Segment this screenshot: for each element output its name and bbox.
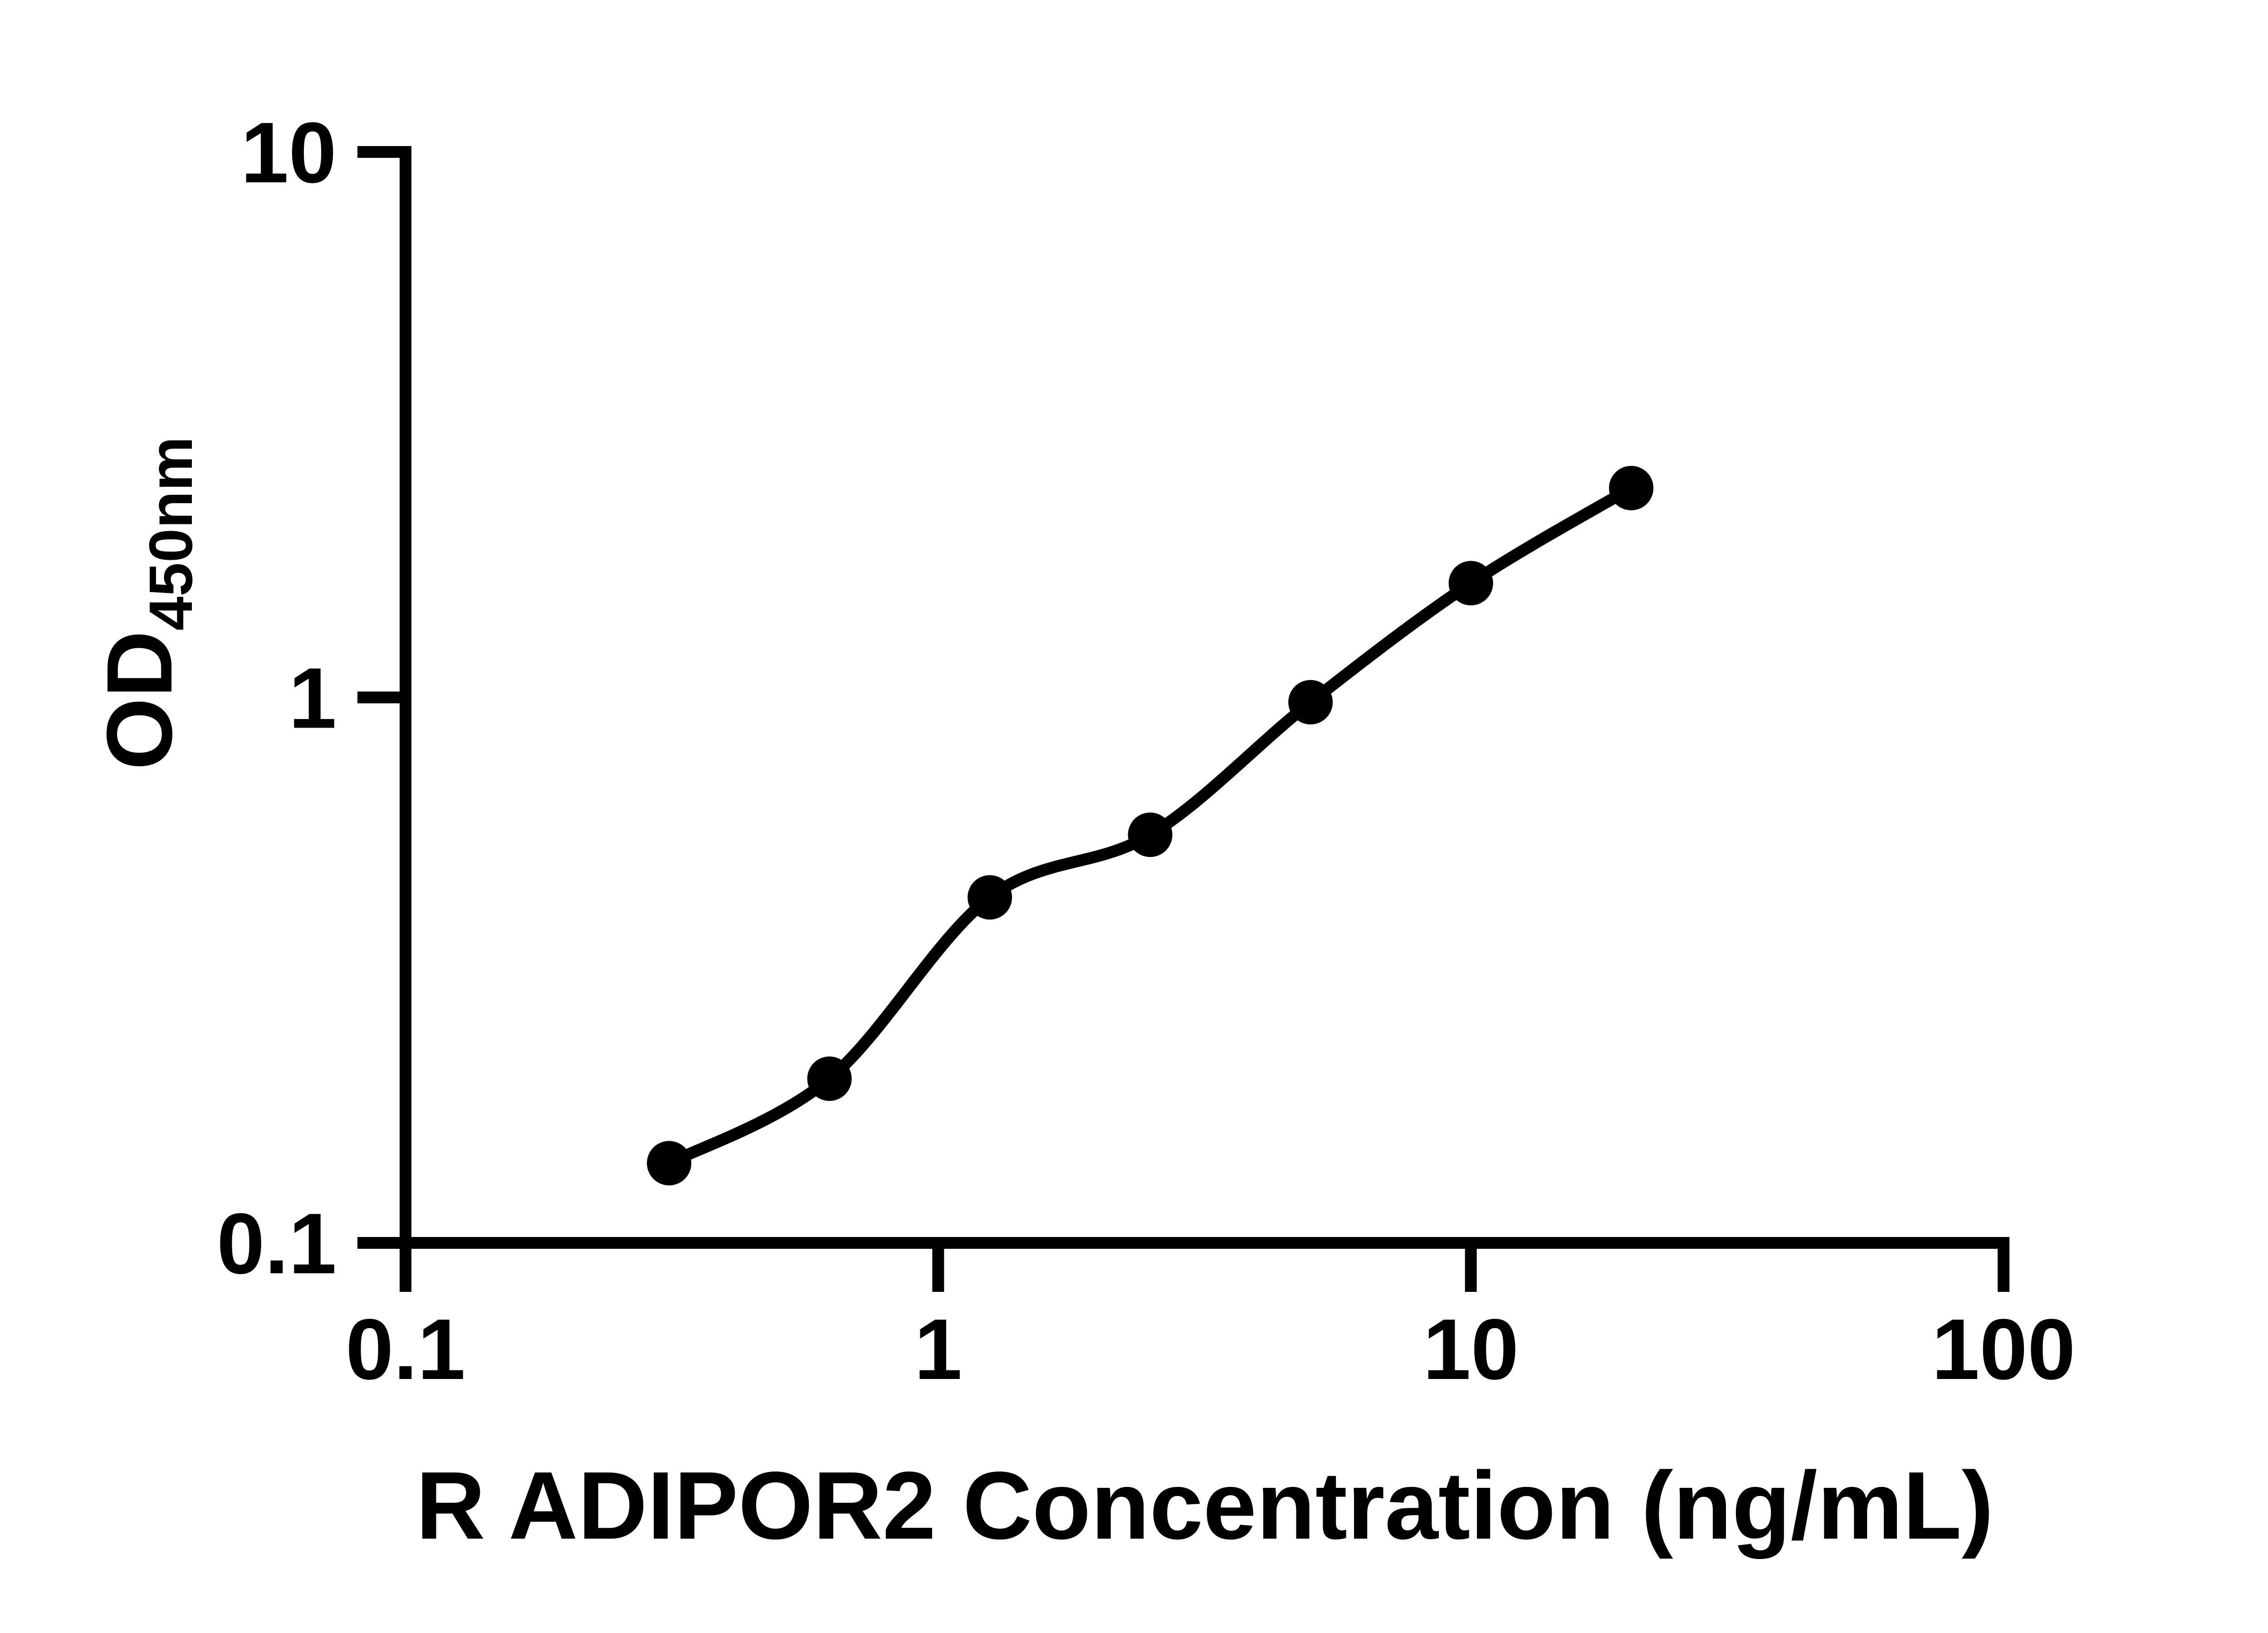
data-point-marker	[1448, 561, 1493, 606]
y-axis-title: OD450nm	[88, 436, 205, 770]
x-axis-title: R ADIPOR2 Concentration (ng/mL)	[416, 1452, 1994, 1559]
data-point-marker	[1128, 812, 1173, 857]
x-tick-label: 100	[1931, 1301, 2075, 1398]
axes	[357, 146, 2009, 1292]
data-point-marker	[807, 1056, 852, 1101]
tick-labels: 0.1 1 10 100 0.1 1 10	[217, 105, 2076, 1398]
y-tick-label: 1	[288, 650, 337, 747]
y-axis-title-subscript: 450nm	[137, 436, 205, 631]
data-series	[647, 465, 1654, 1186]
data-point-marker	[647, 1141, 692, 1186]
y-tick-label: 10	[241, 105, 337, 201]
y-axis-title-main: OD	[88, 631, 191, 770]
x-tick-label: 10	[1423, 1301, 1519, 1398]
x-tick-label: 1	[914, 1301, 962, 1398]
x-tick-label: 0.1	[346, 1301, 465, 1398]
data-point-marker	[968, 875, 1012, 920]
data-point-marker	[1609, 465, 1654, 510]
data-point-marker	[1288, 680, 1333, 725]
y-tick-label: 0.1	[217, 1196, 337, 1292]
